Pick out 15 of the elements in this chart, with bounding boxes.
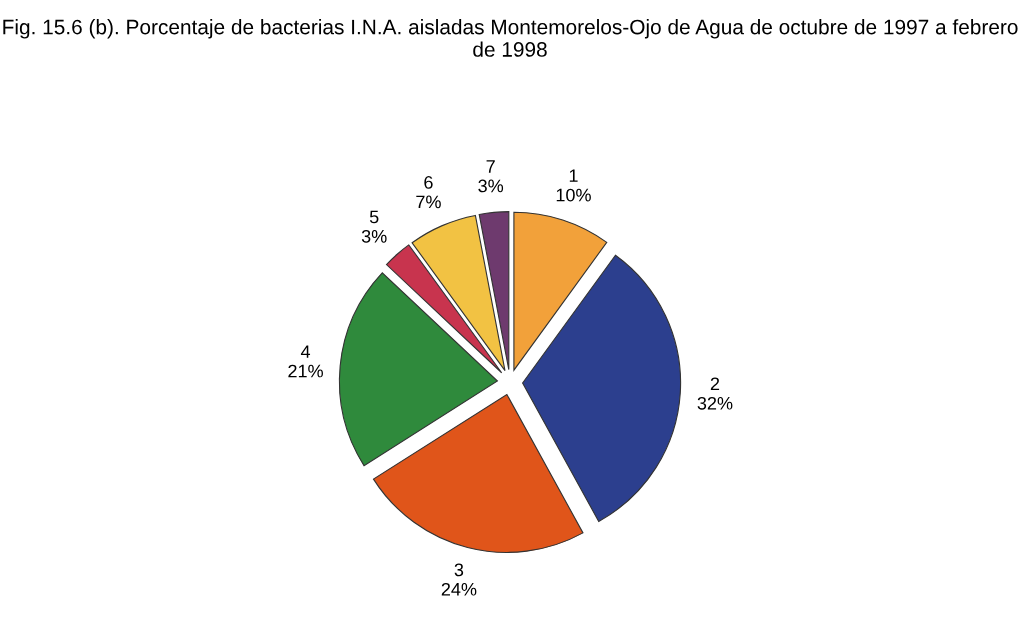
data-label: 3%	[478, 179, 504, 193]
data-label: 3%	[361, 229, 387, 243]
slice-label: 2	[710, 377, 720, 391]
slice-label: 5	[369, 210, 379, 224]
data-label: 21%	[288, 364, 323, 378]
slice-label: 3	[454, 563, 464, 577]
slice-label: 1	[569, 169, 578, 182]
data-label: 32%	[697, 396, 733, 410]
slice-label: 4	[300, 345, 311, 358]
slice-label: 6	[424, 176, 433, 189]
data-label: 24%	[441, 582, 477, 596]
data-label: 7%	[416, 195, 441, 209]
chart-title: Fig. 15.6 (b). Porcentaje de bacterias I.N.A. aisladas Montemorelos-Ojo de Agua de octubre de 1997 a febrero de 1998	[3, 19, 1018, 57]
slice-label: 7	[486, 160, 495, 173]
data-label: 10%	[556, 188, 591, 202]
